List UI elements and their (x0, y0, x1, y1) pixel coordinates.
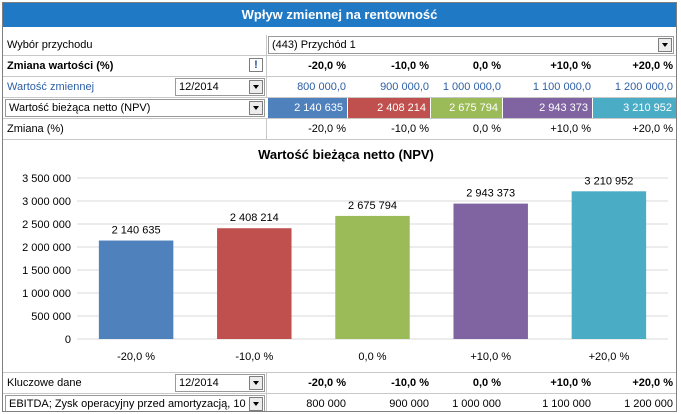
npv-value: 3 210 952 (593, 98, 676, 118)
change-value: -10,0 % (391, 60, 429, 72)
chevron-down-icon[interactable] (249, 397, 263, 411)
y-tick-label: 500 000 (31, 311, 71, 323)
npv-value: 2 675 794 (431, 98, 502, 118)
pct-change-label: Zmiana (%) (7, 123, 64, 135)
npv-bar (98, 240, 174, 339)
key-value: -10,0 % (391, 377, 429, 389)
change-value: +20,0 % (632, 60, 673, 72)
npv-bar (571, 191, 647, 339)
ebitda-value: 800 000 (306, 398, 346, 410)
npv-row: Wartość bieżąca netto (NPV) 2 140 635 2 … (3, 98, 676, 119)
npv-value: 2 408 214 (348, 98, 430, 118)
x-tick-label: -20,0 % (117, 351, 155, 363)
income-select-row: Wybór przychodu (443) Przychód 1 (3, 35, 676, 56)
change-value: +10,0 % (550, 60, 591, 72)
npv-chart-svg: Wartość bieżąca netto (NPV) 0 500 000 1 00… (22, 147, 668, 363)
y-tick-label: 3 000 000 (22, 196, 71, 208)
pct-change-value: +10,0 % (550, 123, 591, 135)
exclamation-icon[interactable]: ! (249, 58, 263, 72)
y-tick-label: 2 500 000 (22, 219, 71, 231)
variable-row: Wartość zmiennej 12/2014 800 000,0 900 0… (3, 77, 676, 98)
y-tick-label: 1 500 000 (22, 265, 71, 277)
ebitda-value: 900 000 (389, 398, 429, 410)
y-tick-label: 2 000 000 (22, 242, 71, 254)
chevron-down-icon[interactable] (658, 38, 672, 52)
chevron-down-icon[interactable] (249, 376, 263, 390)
variable-value: 900 000,0 (380, 81, 429, 93)
npv-bar (453, 203, 528, 339)
change-value: 0,0 % (472, 60, 501, 72)
y-tick-label: 3 500 000 (22, 173, 71, 185)
key-data-label: Kluczowe dane (7, 377, 82, 389)
variable-value: 1 200 000,0 (614, 81, 673, 93)
chart-title: Wartość bieżąca netto (NPV) (258, 147, 434, 162)
bar-data-label: 2 140 635 (112, 225, 161, 237)
key-value: -20,0 % (308, 377, 346, 389)
chevron-down-icon[interactable] (249, 101, 263, 115)
npv-chart: Wartość bieżąca netto (NPV) 0 500 000 1 00… (3, 141, 676, 373)
change-label: Zmiana wartości (%) (7, 60, 114, 72)
panel-title: Wpływ zmiennej na rentowność (3, 3, 676, 27)
ebitda-row: EBITDA; Zysk operacyjny przed amortyzacj… (3, 394, 676, 411)
ebitda-value: 1 200 000 (624, 398, 673, 410)
pct-change-value: +20,0 % (632, 123, 673, 135)
y-tick-label: 1 000 000 (22, 288, 71, 300)
pct-change-value: -20,0 % (308, 123, 346, 135)
variable-period-value: 12/2014 (179, 81, 219, 93)
variable-label: Wartość zmiennej (7, 81, 95, 93)
x-tick-label: +10,0 % (470, 351, 511, 363)
npv-bar (217, 228, 292, 339)
income-select-label: Wybór przychodu (7, 39, 93, 51)
npv-metric-select[interactable]: Wartość bieżąca netto (NPV) (5, 99, 265, 117)
variable-value: 800 000,0 (297, 81, 346, 93)
income-select-value: (443) Przychód 1 (272, 39, 356, 51)
npv-metric-value: Wartość bieżąca netto (NPV) (9, 102, 151, 114)
ebitda-metric-select[interactable]: EBITDA; Zysk operacyjny przed amortyzacj… (5, 395, 265, 411)
bar-data-label: 2 675 794 (348, 200, 397, 212)
key-data-row: Kluczowe dane 12/2014 -20,0 % -10,0 % 0,… (3, 373, 676, 394)
key-value: +10,0 % (550, 377, 591, 389)
variable-value: 1 000 000,0 (442, 81, 501, 93)
ebitda-value: 1 100 000 (542, 398, 591, 410)
npv-value: 2 943 373 (503, 98, 592, 118)
key-period-value: 12/2014 (179, 377, 219, 389)
key-value: +20,0 % (632, 377, 673, 389)
ebitda-metric-value: EBITDA; Zysk operacyjny przed amortyzacj… (9, 398, 246, 410)
chevron-down-icon[interactable] (249, 80, 263, 94)
bar-data-label: 3 210 952 (584, 175, 633, 187)
pct-change-value: -10,0 % (391, 123, 429, 135)
variable-value: 1 100 000,0 (532, 81, 591, 93)
y-tick-label: 0 (65, 334, 71, 346)
change-value: -20,0 % (308, 60, 346, 72)
x-tick-label: -10,0 % (235, 351, 273, 363)
npv-value: 2 140 635 (268, 98, 347, 118)
npv-bar (335, 215, 410, 339)
x-tick-label: +20,0 % (589, 351, 630, 363)
variable-period-select[interactable]: 12/2014 (175, 78, 265, 96)
change-row: Zmiana wartości (%) ! -20,0 % -10,0 % 0,… (3, 56, 676, 77)
bar-data-label: 2 408 214 (230, 212, 279, 224)
income-select[interactable]: (443) Przychód 1 (268, 36, 674, 54)
pct-change-row: Zmiana (%) -20,0 % -10,0 % 0,0 % +10,0 %… (3, 119, 676, 140)
x-tick-label: 0,0 % (358, 351, 386, 363)
key-period-select[interactable]: 12/2014 (175, 374, 265, 392)
key-value: 0,0 % (472, 377, 501, 389)
pct-change-value: 0,0 % (472, 123, 501, 135)
bar-data-label: 2 943 373 (466, 188, 515, 200)
ebitda-value: 1 000 000 (452, 398, 501, 410)
